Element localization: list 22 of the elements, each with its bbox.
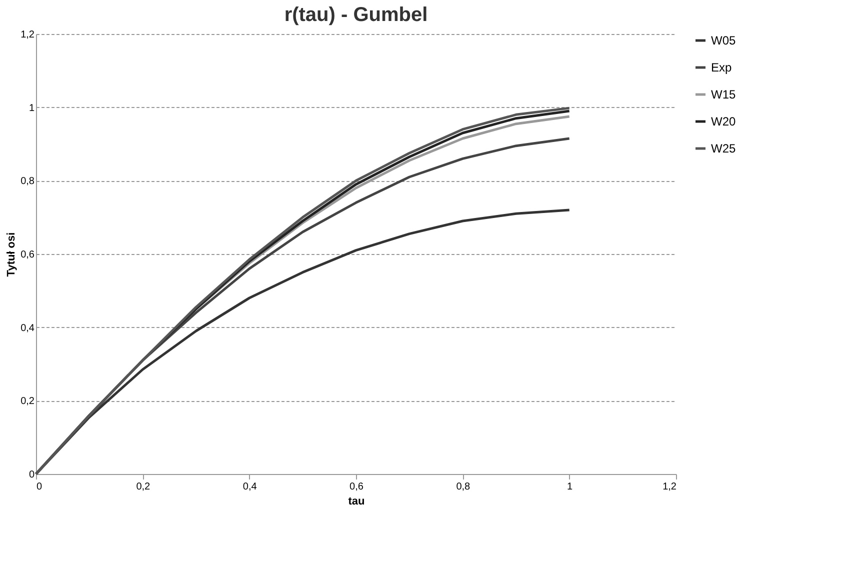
y-tick-label: 0,2 [20,396,35,408]
y-tick-label: 0,4 [20,322,35,334]
y-axis-title: Tytuł osi [6,232,18,277]
x-tick-label: 0,6 [350,482,364,492]
legend-label: W20 [711,114,736,128]
y-tick-label: 0,8 [20,176,35,188]
x-tick-label: 0,8 [456,482,471,492]
x-tick-label: 0,4 [242,482,258,492]
y-tick-label: 0,6 [20,250,35,260]
legend-label: W25 [711,142,736,156]
chart-title: r(tau) - Gumbel [284,4,428,26]
x-tick-label: 1,2 [662,482,677,492]
y-tick-label: 0 [28,470,35,480]
legend-label: W15 [711,88,736,102]
legend-label: Exp [711,60,732,74]
x-axis-title: tau [348,496,365,508]
x-tick-label: 0,2 [136,482,151,492]
x-tick-label: 0 [36,482,42,492]
y-tick-label: 1 [28,102,35,114]
x-tick-label: 1 [567,482,574,492]
legend-label: W05 [711,34,736,48]
y-tick-label: 1,2 [20,30,35,40]
